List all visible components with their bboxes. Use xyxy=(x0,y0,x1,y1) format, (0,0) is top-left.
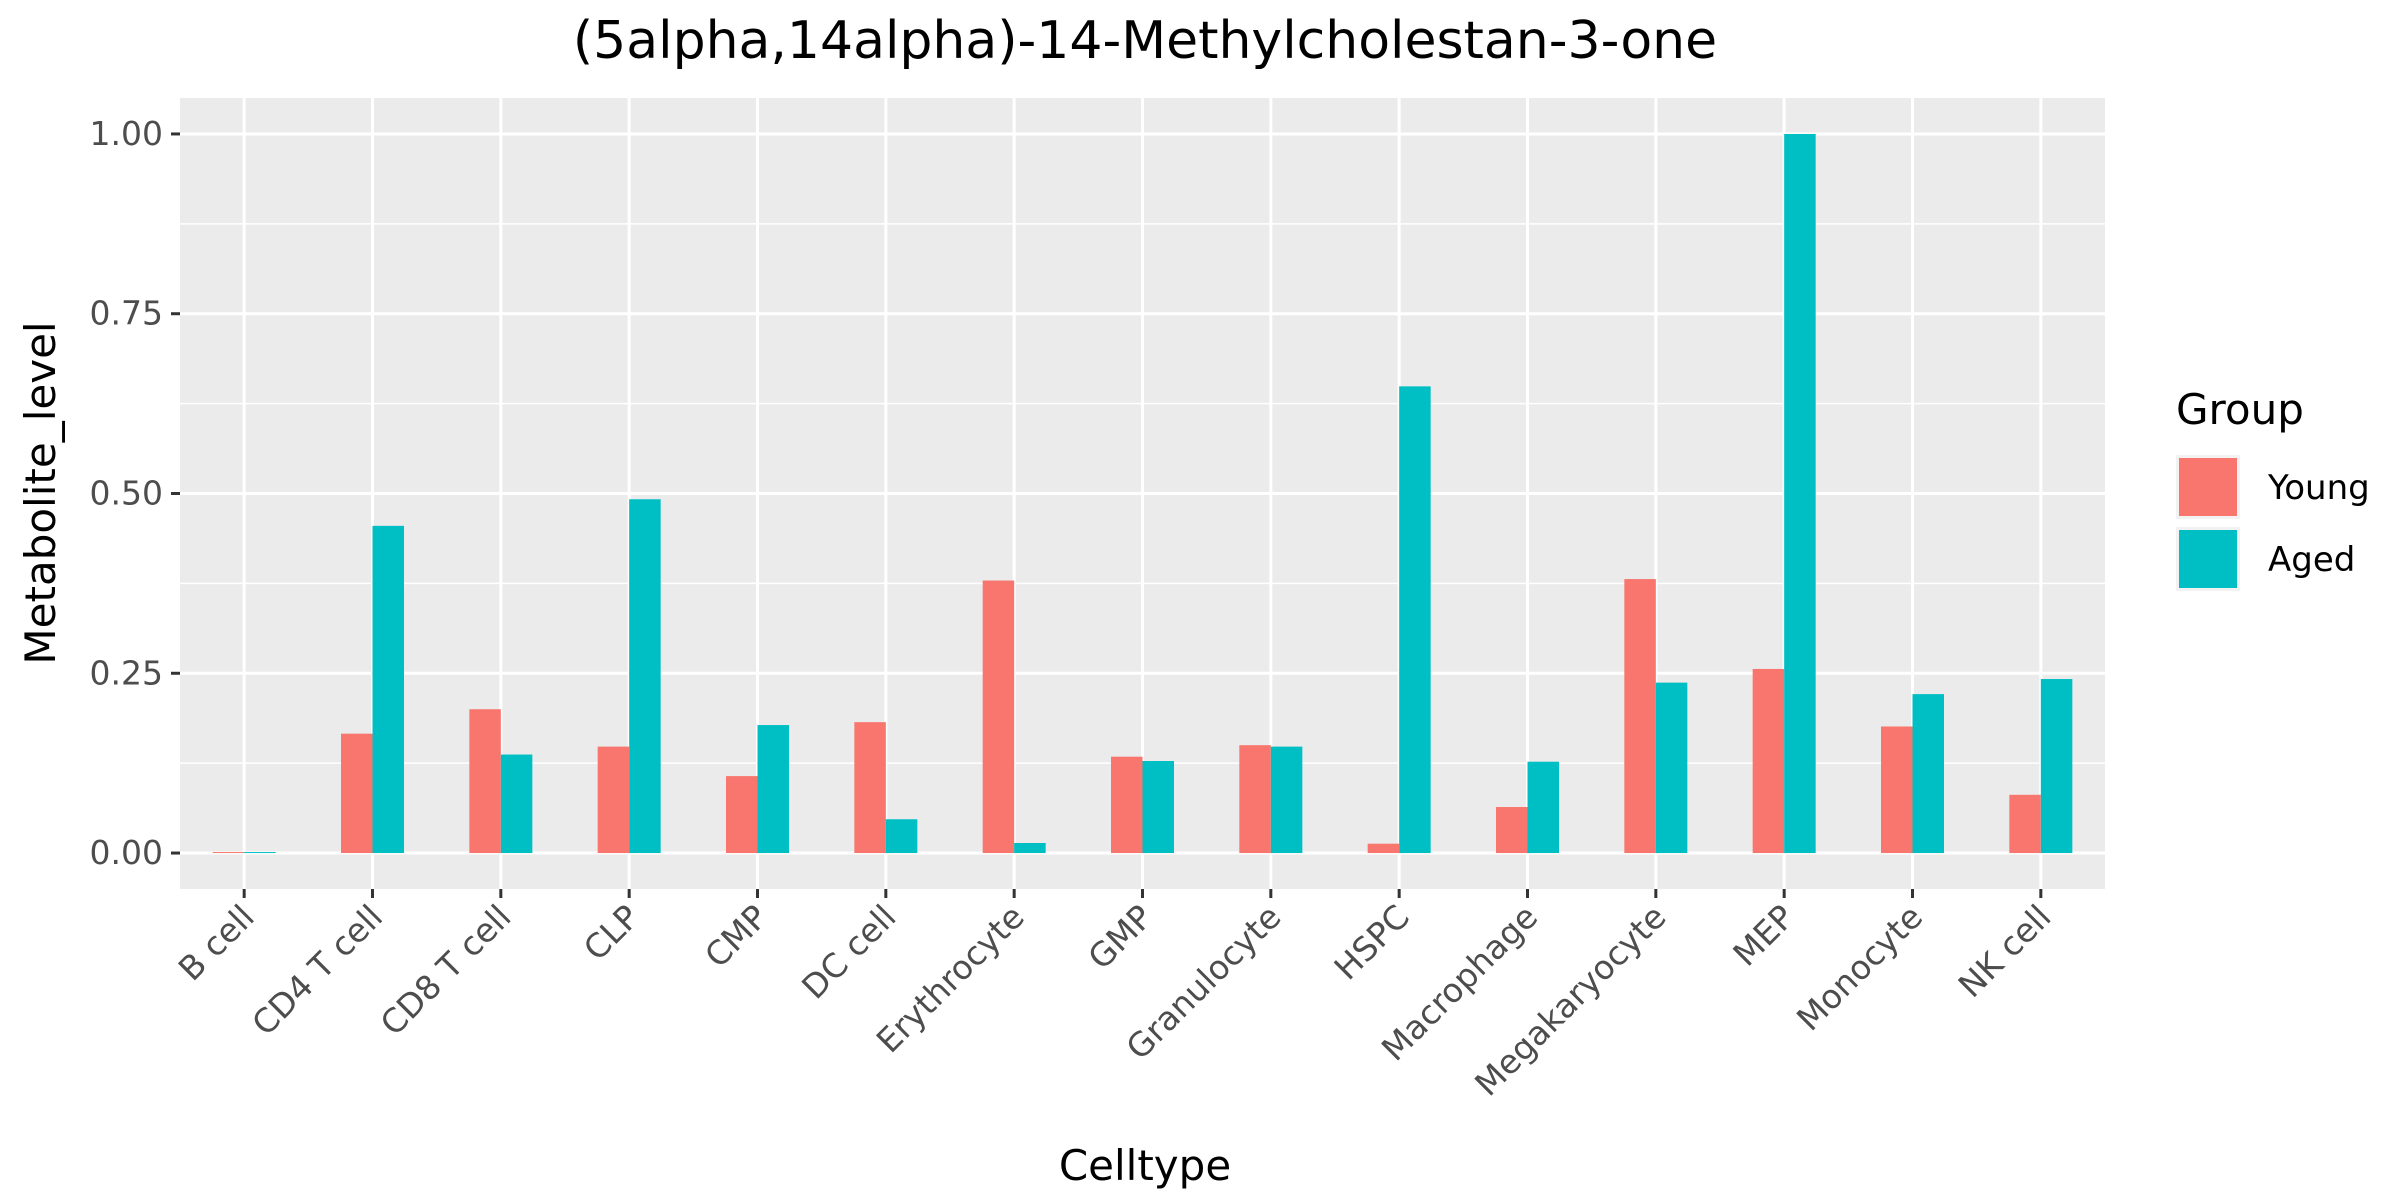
bar-aged-monocyte xyxy=(1912,694,1944,854)
bar-aged-cd4-t-cell xyxy=(372,525,404,854)
legend-label-aged: Aged xyxy=(2268,540,2355,580)
bar-aged-clp xyxy=(629,499,661,854)
bar-young-monocyte xyxy=(1881,726,1913,854)
x-tick-label: CD4 T cell xyxy=(244,897,390,1043)
bar-young-erythrocyte xyxy=(982,580,1015,854)
x-tick-label: CLP xyxy=(576,897,647,968)
bar-young-dc-cell xyxy=(854,722,886,854)
bar-young-clp xyxy=(597,746,630,854)
plot-panel xyxy=(180,98,2105,889)
bar-aged-gmp xyxy=(1142,761,1174,854)
bar-aged-granulocyte xyxy=(1270,746,1303,854)
x-tick-label: CD8 T cell xyxy=(373,897,519,1043)
bar-aged-erythrocyte xyxy=(1014,842,1046,854)
x-axis-title: Celltype xyxy=(1059,1141,1231,1190)
y-axis-title: Metabolite_level xyxy=(16,321,65,664)
y-tick-label: 0.50 xyxy=(90,474,163,513)
bar-aged-b-cell xyxy=(244,852,276,854)
x-tick-label: HSPC xyxy=(1327,897,1417,987)
bar-aged-dc-cell xyxy=(885,819,918,854)
bar-aged-hspc xyxy=(1399,386,1431,854)
bar-young-b-cell xyxy=(212,852,245,854)
y-tick-label: 1.00 xyxy=(90,114,163,153)
bar-aged-macrophage xyxy=(1527,761,1559,854)
bar-aged-cd8-t-cell xyxy=(500,754,533,854)
y-tick-label: 0.00 xyxy=(90,833,163,872)
x-tick-label: DC cell xyxy=(794,897,903,1006)
y-tick-label: 0.25 xyxy=(90,653,163,692)
bar-young-macrophage xyxy=(1496,807,1528,854)
bar-young-cd8-t-cell xyxy=(469,709,501,854)
legend: Group Young Aged xyxy=(2176,385,2370,591)
legend-label-young: Young xyxy=(2267,468,2370,508)
chart-title: (5alpha,14alpha)-14-Methylcholestan-3-on… xyxy=(573,11,1717,71)
bar-aged-megakaryocyte xyxy=(1655,682,1688,854)
y-tick-label: 0.75 xyxy=(90,294,163,333)
bar-young-nk-cell xyxy=(2009,794,2041,854)
y-axis: 0.00 0.25 0.50 0.75 1.00 xyxy=(90,114,180,872)
legend-key-young xyxy=(2179,458,2237,516)
x-tick-label: GMP xyxy=(1080,897,1160,977)
bar-young-granulocyte xyxy=(1239,745,1271,854)
x-tick-label: MEP xyxy=(1725,897,1802,974)
bar-young-cmp xyxy=(726,776,758,854)
bar-young-gmp xyxy=(1111,756,1143,854)
bar-aged-nk-cell xyxy=(2040,679,2073,854)
x-tick-label: CMP xyxy=(697,897,775,975)
bar-young-hspc xyxy=(1367,843,1400,854)
x-tick-label: Monocyte xyxy=(1789,897,1930,1038)
bar-young-cd4-t-cell xyxy=(341,733,373,854)
bar-aged-cmp xyxy=(757,725,789,854)
bar-young-megakaryocyte xyxy=(1624,579,1656,854)
legend-title: Group xyxy=(2176,385,2304,434)
x-tick-label: B cell xyxy=(171,897,262,988)
bar-aged-mep xyxy=(1784,133,1816,854)
legend-key-aged xyxy=(2179,530,2237,588)
bar-young-mep xyxy=(1752,668,1785,854)
x-tick-label: NK cell xyxy=(1951,897,2059,1005)
